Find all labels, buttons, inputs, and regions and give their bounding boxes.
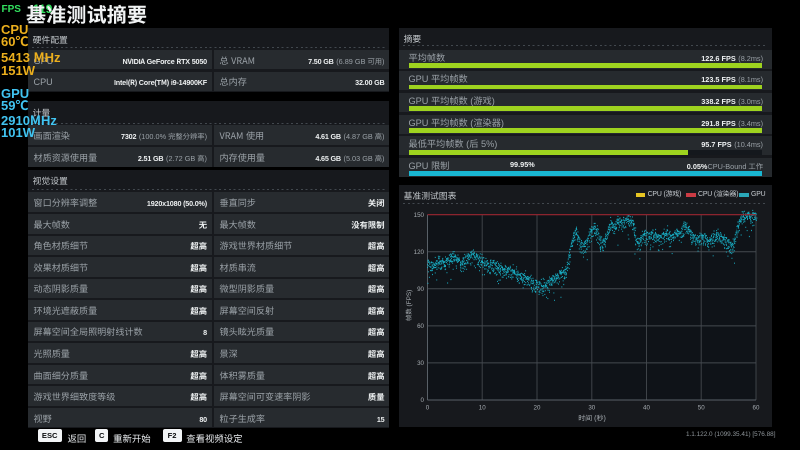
svg-text:90: 90: [417, 284, 424, 293]
svg-text:0: 0: [421, 395, 425, 404]
svg-text:30: 30: [588, 402, 595, 411]
svg-text:60: 60: [753, 402, 760, 411]
svg-text:60: 60: [417, 321, 424, 330]
svg-text:0: 0: [426, 402, 430, 411]
svg-text:150: 150: [414, 210, 425, 219]
svg-text:时间 (秒): 时间 (秒): [578, 413, 606, 423]
svg-text:20: 20: [534, 402, 541, 411]
svg-text:30: 30: [417, 358, 424, 367]
svg-text:10: 10: [479, 402, 486, 411]
svg-text:帧数 (FPS): 帧数 (FPS): [404, 290, 413, 321]
svg-text:40: 40: [643, 402, 650, 411]
svg-text:120: 120: [414, 247, 425, 256]
svg-text:50: 50: [698, 402, 705, 411]
